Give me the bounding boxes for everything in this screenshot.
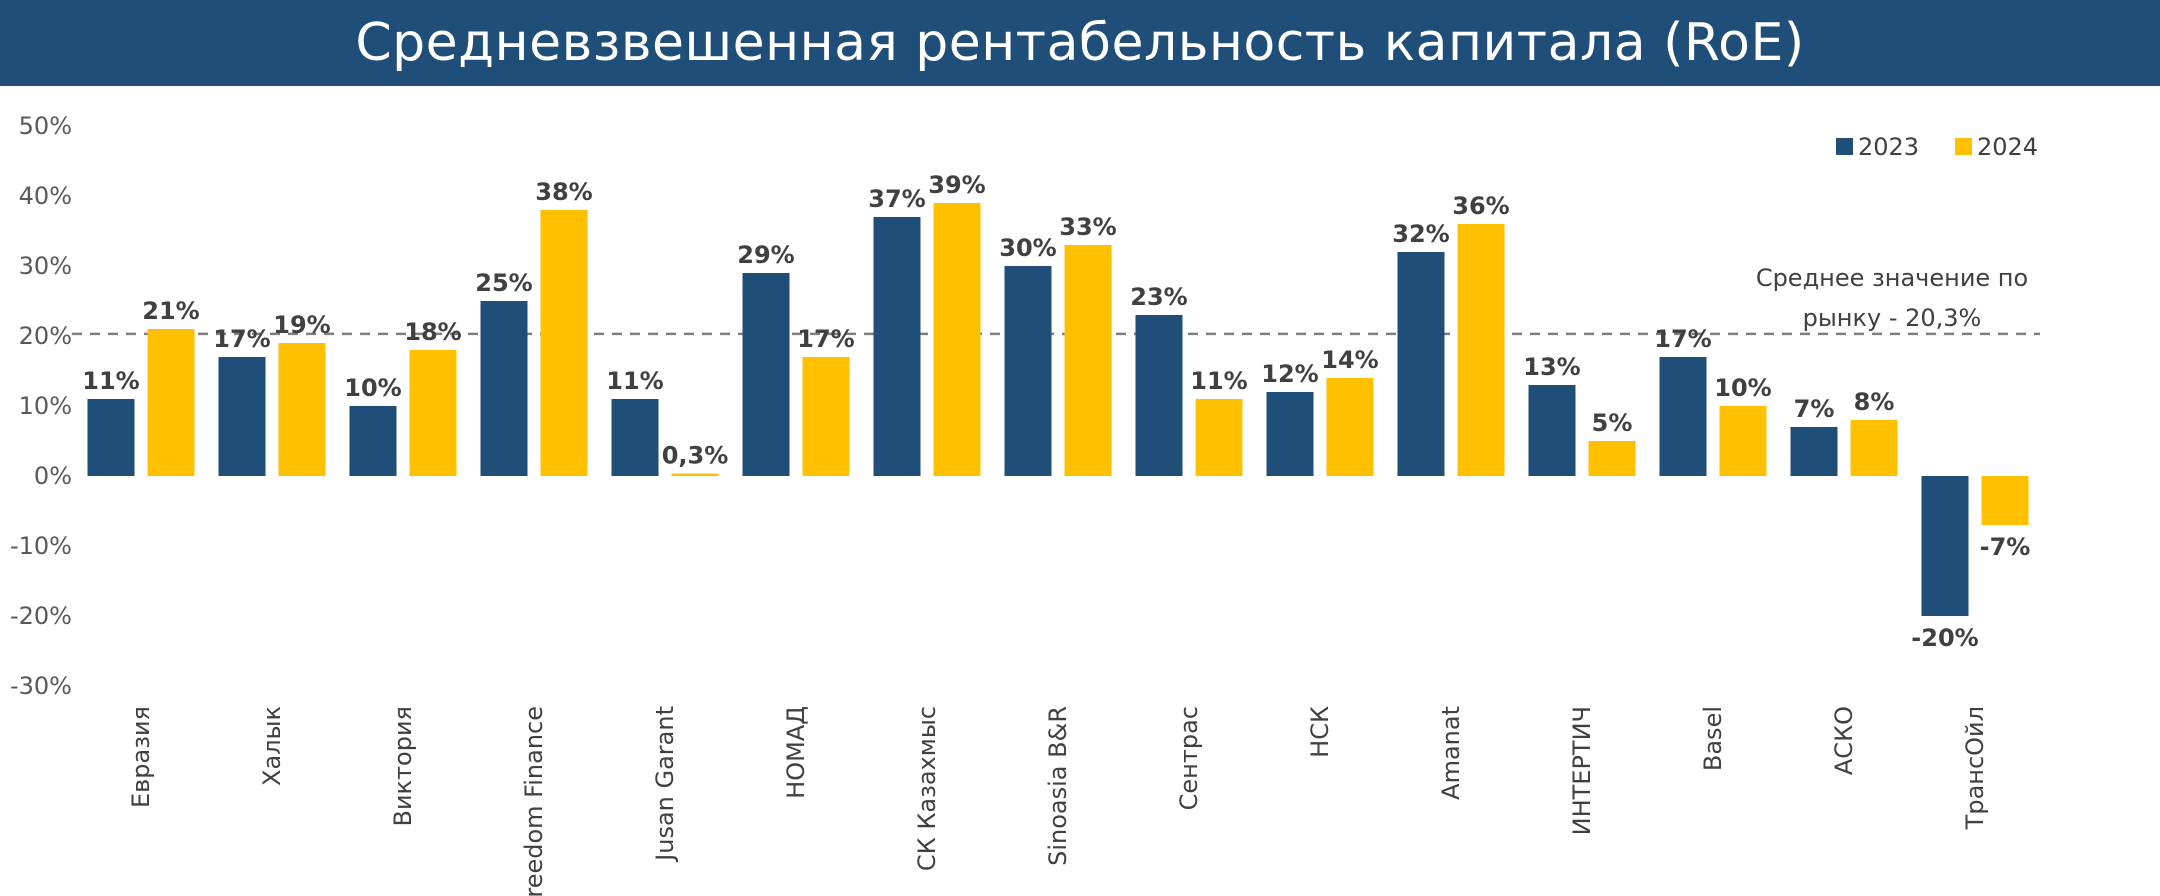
data-label-2023: 7% — [1794, 395, 1835, 423]
market-average-note: Среднее значение по рынку - 20,3% — [1756, 264, 2028, 332]
legend: 2023 2024 — [1836, 133, 2038, 161]
bar-2024 — [1850, 420, 1898, 476]
data-label-2024: 14% — [1321, 346, 1378, 374]
y-tick-label: -20% — [10, 602, 72, 630]
y-tick-label: -10% — [10, 532, 72, 560]
data-labels: 11%21%17% 19%10%18%25%38%11%0,3%29%17%37%… — [82, 171, 2030, 652]
category-label: ИНТЕРТИЧ — [1568, 706, 1596, 835]
bar-2024 — [1981, 476, 2029, 525]
category-label: Сентрас — [1175, 706, 1203, 810]
bar-2023 — [1004, 266, 1052, 476]
bars — [87, 203, 2029, 616]
data-label-2023: 17% — [1654, 325, 1711, 353]
data-label-2024: 17% — [797, 325, 854, 353]
data-label-2024: 11% — [1190, 367, 1247, 395]
data-label-2023: 17% — [213, 325, 270, 353]
data-label-2023: 23% — [1130, 283, 1187, 311]
category-label: АСКО — [1830, 706, 1858, 775]
bar-2023 — [349, 406, 397, 476]
bar-2023 — [1397, 252, 1445, 476]
category-label: СК Казахмыс — [913, 706, 941, 871]
legend-label-2023: 2023 — [1858, 133, 1919, 161]
bar-2024 — [1195, 399, 1243, 476]
category-label: НСК — [1306, 706, 1334, 758]
category-label: Евразия — [127, 706, 155, 808]
bar-2024 — [1064, 245, 1112, 476]
data-label-2024: 5% — [1592, 409, 1633, 437]
bar-2024 — [933, 203, 981, 476]
bar-2024 — [409, 350, 457, 476]
data-label-2023: 37% — [868, 185, 925, 213]
bar-2024 — [802, 357, 850, 476]
category-label: ТрансОйл — [1961, 706, 1989, 830]
bar-2024 — [1719, 406, 1767, 476]
category-label: Халык — [258, 706, 286, 786]
bar-2023 — [1528, 385, 1576, 476]
bar-2023 — [218, 357, 266, 476]
legend-swatch-2024 — [1955, 138, 1972, 155]
y-tick-label: 10% — [19, 392, 72, 420]
data-label-2023: 11% — [82, 367, 139, 395]
data-label-2023: 13% — [1523, 353, 1580, 381]
y-tick-label: 30% — [19, 252, 72, 280]
data-label-2024: 38% — [535, 178, 592, 206]
data-label-2023: 12% — [1261, 360, 1318, 388]
y-tick-label: 40% — [19, 182, 72, 210]
bar-2023 — [742, 273, 790, 476]
bar-2024 — [1457, 224, 1505, 476]
legend-swatch-2023 — [1836, 138, 1853, 155]
category-label: Jusan Garant — [651, 706, 679, 863]
category-labels: Евразия Халык Виктория Freedom Finance Jusan… — [127, 706, 1989, 896]
data-label-2024: 10% — [1714, 374, 1771, 402]
bar-2023 — [873, 217, 921, 476]
data-label-2023: 10% — [344, 374, 401, 402]
data-label-2023: 30% — [999, 234, 1056, 262]
page-title: Средневзвешенная рентабельность капитала… — [355, 13, 1805, 73]
data-label-2023: 29% — [737, 241, 794, 269]
bar-2023 — [1659, 357, 1707, 476]
data-label-2024: 39% — [928, 171, 985, 199]
data-label-2024: 19% — [273, 311, 330, 339]
bar-2024 — [540, 210, 588, 476]
bar-2023 — [1266, 392, 1314, 476]
y-axis: 50% 40% 30% 20% 10% 0% -10% -20% -30% — [10, 112, 72, 700]
category-label: НОМАД — [782, 706, 810, 799]
data-label-2024: -7% — [1980, 533, 2031, 561]
bar-2023 — [1135, 315, 1183, 476]
y-tick-label: 20% — [19, 322, 72, 350]
data-label-2024: 36% — [1452, 192, 1509, 220]
bar-2024 — [278, 343, 326, 476]
data-label-2024: 8% — [1854, 388, 1895, 416]
data-label-2024: 33% — [1059, 213, 1116, 241]
roe-bar-chart: 50%40%30%20%10%0%-10%-20%-30% 11%21%17% 1… — [10, 112, 2040, 896]
data-label-2024: 0,3% — [662, 442, 729, 470]
market-average-note-line: рынку - 20,3% — [1803, 304, 1982, 332]
bar-2023 — [1921, 476, 1969, 616]
bar-2023 — [1790, 427, 1838, 476]
bar-2023 — [87, 399, 135, 476]
y-tick-label: -30% — [10, 672, 72, 700]
bar-2024 — [1326, 378, 1374, 476]
category-label: Виктория — [389, 706, 417, 827]
title-bar: Средневзвешенная рентабельность капитала… — [0, 0, 2160, 86]
bar-2024 — [147, 329, 195, 476]
category-label: Amanat — [1437, 706, 1465, 800]
category-label: Sinoasia B&R — [1044, 706, 1072, 866]
bar-2023 — [480, 301, 528, 476]
data-label-2024: 18% — [404, 318, 461, 346]
bar-2024 — [671, 473, 719, 476]
category-label: Freedom Finance — [520, 706, 548, 896]
y-tick-label: 50% — [19, 112, 72, 140]
bar-2023 — [611, 399, 659, 476]
category-label: Basel — [1699, 706, 1727, 771]
market-average-note-line: Среднее значение по — [1756, 264, 2028, 292]
bar-2024 — [1588, 441, 1636, 476]
legend-label-2024: 2024 — [1977, 133, 2038, 161]
data-label-2023: 11% — [606, 367, 663, 395]
data-label-2023: -20% — [1911, 624, 1978, 652]
data-label-2023: 25% — [475, 269, 532, 297]
data-label-2023: 32% — [1392, 220, 1449, 248]
data-label-2024: 21% — [142, 297, 199, 325]
y-tick-label: 0% — [34, 462, 72, 490]
